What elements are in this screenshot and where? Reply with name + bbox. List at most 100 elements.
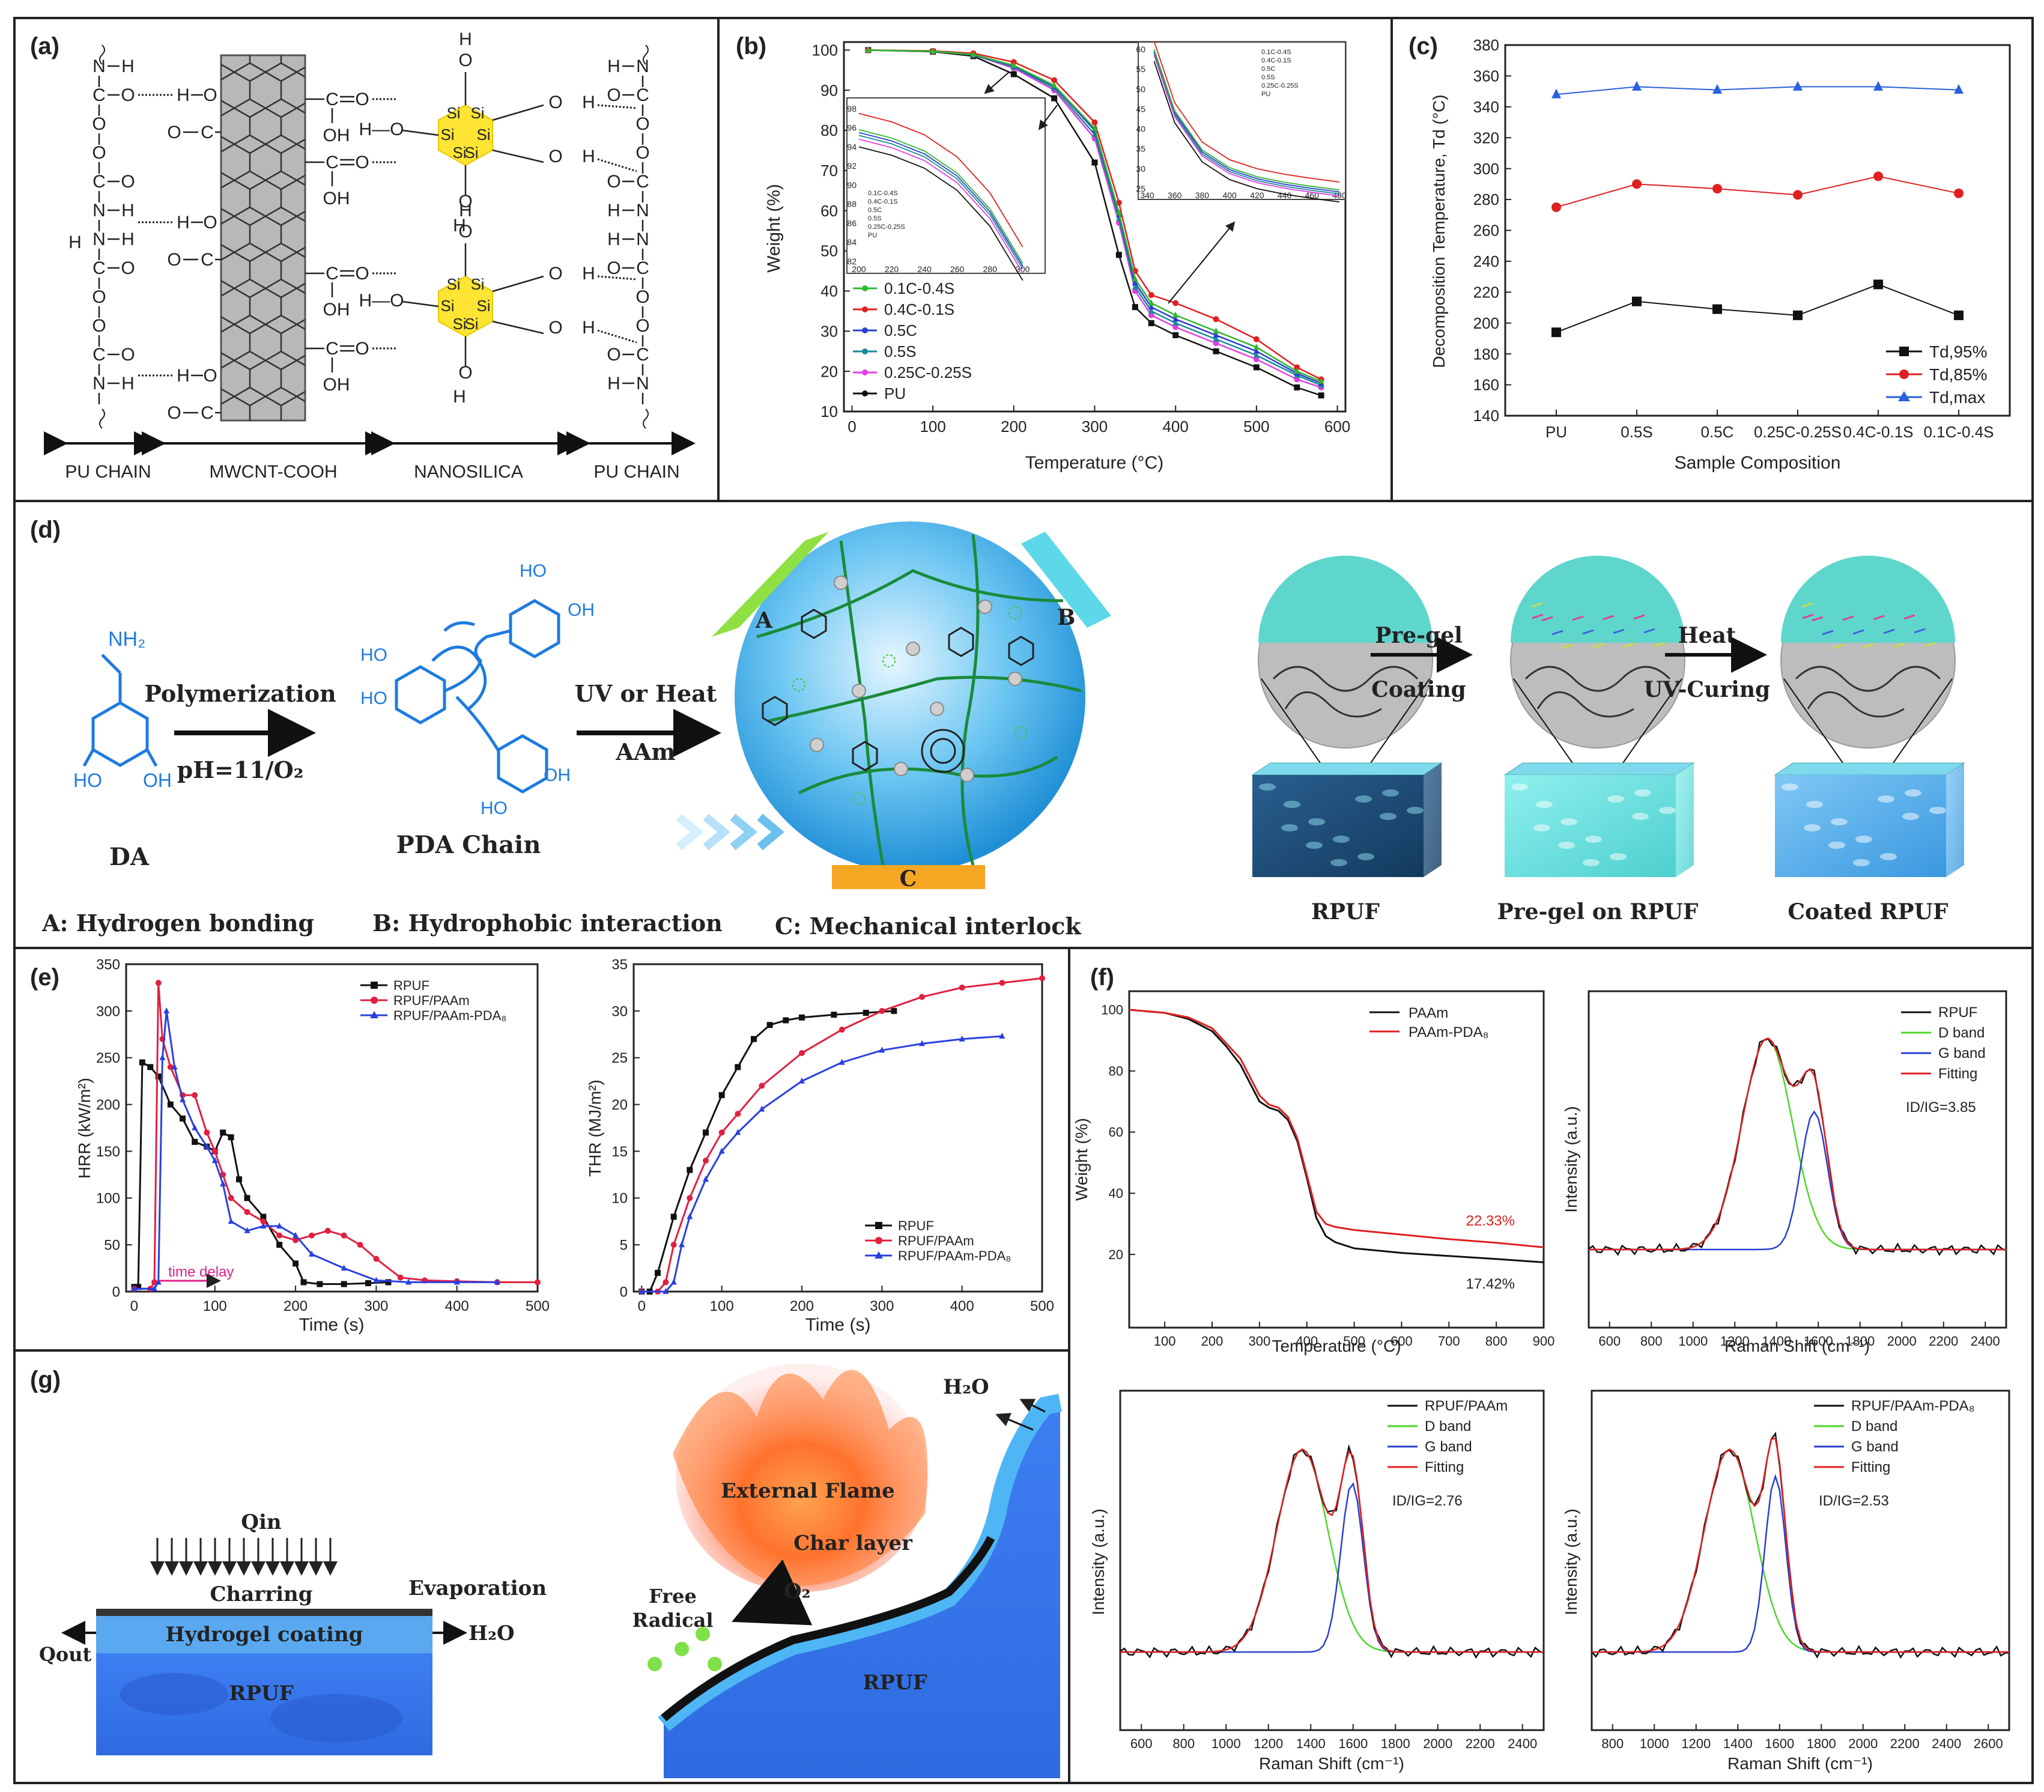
e-hrr-ytick-label: 250: [96, 1050, 120, 1066]
arrow2-top-label: UV or Heat: [575, 680, 717, 707]
foam-pore: [1831, 818, 1848, 825]
h-bond: [597, 275, 637, 281]
atom-h: H: [177, 213, 190, 232]
tga-f-xtick-label: 300: [1248, 1334, 1270, 1349]
atom-o: O: [203, 213, 217, 232]
e-hrr-ytick-label: 200: [96, 1097, 120, 1113]
atom-o: O: [121, 172, 135, 192]
f-r2-xtick-label: 1000: [1212, 1736, 1241, 1751]
atom-o: O: [121, 258, 135, 278]
atom-h: H: [177, 366, 190, 386]
tga-b-ytick-label: 80: [820, 121, 838, 139]
atom-c: C: [201, 250, 214, 270]
e-hrr-point: [147, 1064, 154, 1071]
atom-h: H: [607, 201, 620, 220]
foam-strands: [1524, 666, 1671, 692]
atom-o: O: [167, 403, 181, 423]
tga-b-ytick-label: 40: [820, 282, 838, 300]
panel-a-label: (a): [30, 33, 59, 59]
foam-pore: [1382, 789, 1399, 797]
raman2-content: 600 800 1000 1200 1400 1600 1800 2000 2200 2400 RP…: [1120, 1398, 1544, 1751]
e-thr-point: [999, 1032, 1005, 1039]
td-point: [1954, 188, 1964, 198]
dopamine-ho: HO: [73, 770, 102, 791]
legend-b: B: Hydrophobic interaction: [372, 910, 723, 937]
inset1-ytick: 82: [847, 257, 857, 266]
foam-pore: [1281, 824, 1298, 831]
td-xtick-label: 0.5C: [1701, 423, 1734, 441]
foam-pore: [1330, 859, 1347, 866]
legend-label: Td,85%: [1929, 365, 1988, 384]
atom-c: C: [326, 153, 339, 172]
chain-break-bottom: [643, 409, 649, 429]
atom-h: H: [453, 216, 466, 235]
f-r1-xtick-label: 600: [1598, 1334, 1621, 1349]
e-hrr-line-RPUF/PAAm: [134, 982, 538, 1290]
inset2-ytick: 60: [1136, 44, 1145, 54]
tga-b-inset2-content: 340 360 380 400 420 440 460 4802530354045505560…: [1136, 41, 1347, 202]
f-r2-g-band: [1120, 1482, 1544, 1653]
f-r1-xtick-label: 1400: [1762, 1334, 1791, 1349]
foam-pore: [1333, 836, 1350, 843]
foam-side: [1676, 763, 1694, 877]
e-hrr-point: [192, 1138, 198, 1145]
atom-o: O: [635, 287, 649, 307]
foam-pore: [1259, 783, 1276, 791]
h-bond: [597, 158, 637, 172]
panel-d: (d) NH₂ HO OH DA Polymerization pH=11/O₂…: [30, 517, 1965, 940]
f-r3-xtick-label: 800: [1601, 1736, 1624, 1751]
tga-b-xtick-label: 200: [1001, 418, 1027, 436]
tag-c: C: [900, 866, 917, 891]
e-hrr-point: [317, 1281, 323, 1287]
hrr-xlabel: Time (s): [299, 1315, 365, 1335]
e-thr-point: [679, 1241, 685, 1248]
td-point: [1632, 179, 1642, 189]
legend-label: 0.25C-0.25S: [884, 363, 972, 381]
step2-top-label: Heat: [1678, 623, 1736, 648]
td-ylabel: Decomposition Temperature, Td (°C): [1430, 94, 1448, 368]
atom-o: O: [167, 123, 181, 142]
polymer-fragment: [1531, 602, 1543, 608]
o2-label: O₂: [784, 1579, 811, 1603]
foam-pore: [1380, 813, 1397, 820]
atom-si: Si: [440, 126, 454, 144]
polymer-fragment: [1643, 628, 1655, 634]
td-point: [1632, 80, 1642, 91]
tga-b-xtick-label: 400: [1162, 418, 1188, 436]
atom-oh: OH: [323, 126, 350, 145]
e-thr-point: [879, 1046, 885, 1053]
tga-b-series: [865, 46, 1324, 399]
e-hrr-line-RPUF/PAAm-PDA₈: [134, 1010, 497, 1290]
tga-b-point: [1091, 119, 1098, 126]
atom-c: C: [636, 345, 649, 365]
inset1-legend: 0.5S: [868, 215, 882, 222]
atom-o: O: [607, 85, 620, 105]
zoom-arrow-2: [1038, 105, 1058, 130]
e-hrr-point: [139, 1059, 145, 1066]
residue-black: 17.42%: [1466, 1276, 1515, 1292]
tga-b-ytick-label: 20: [820, 362, 838, 380]
step1-bottom-label: Coating: [1371, 677, 1466, 702]
tga-b-point: [1115, 209, 1122, 216]
atom-si: Si: [446, 275, 460, 293]
tga-f-ytick-label: 20: [1109, 1247, 1123, 1262]
e-thr-ytick-label: 5: [620, 1238, 628, 1254]
pda-ho-3: HO: [360, 688, 387, 708]
atom-o: O: [203, 366, 217, 386]
tga-f-plot-frame: [1128, 990, 1545, 1329]
e-hrr-point: [155, 1073, 162, 1080]
dopamine-label: DA: [109, 843, 150, 871]
tga-f-xtick-label: 700: [1438, 1334, 1460, 1349]
legend-label: RPUF: [1938, 1004, 1977, 1021]
f-r2-xtick-label: 1400: [1296, 1736, 1326, 1751]
e-hrr-point: [494, 1278, 500, 1285]
td-ytick-label: 360: [1473, 67, 1499, 85]
network-node: [978, 600, 992, 614]
f-r3-xtick-label: 2400: [1932, 1736, 1961, 1751]
e-thr-point: [831, 1012, 837, 1018]
inset2-legend: 0.4C-0.1S: [1261, 57, 1291, 64]
polymer-fragment: [1633, 614, 1645, 620]
coating-process: [1251, 556, 1965, 877]
e-hrr-ytick-label: 100: [96, 1191, 120, 1207]
e-thr-line-RPUF/PAAm: [641, 977, 1043, 1293]
